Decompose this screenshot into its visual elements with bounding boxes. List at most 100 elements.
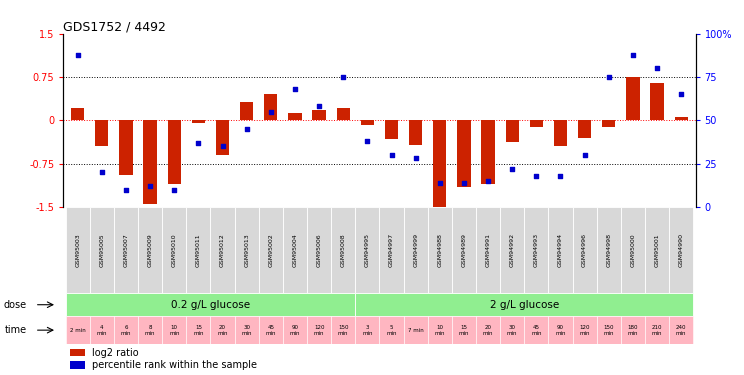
Bar — [289, 113, 301, 120]
Point — [96, 169, 108, 175]
Text: 150
min: 150 min — [603, 325, 614, 336]
Bar — [162, 316, 186, 344]
Text: time: time — [4, 325, 27, 335]
Text: GSM95008: GSM95008 — [341, 233, 346, 267]
Text: 15
min: 15 min — [458, 325, 469, 336]
Bar — [548, 207, 573, 293]
Bar — [162, 207, 186, 293]
Bar — [331, 207, 356, 293]
Text: percentile rank within the sample: percentile rank within the sample — [92, 360, 257, 370]
Bar — [307, 316, 331, 344]
Bar — [259, 316, 283, 344]
Text: GSM94988: GSM94988 — [437, 233, 442, 267]
Bar — [433, 120, 446, 207]
Point — [434, 180, 446, 186]
Text: 3
min: 3 min — [362, 325, 373, 336]
Point — [362, 138, 373, 144]
Point — [289, 86, 301, 92]
Bar — [186, 207, 211, 293]
Bar — [90, 316, 114, 344]
Bar — [211, 207, 234, 293]
Text: GSM94997: GSM94997 — [389, 233, 394, 267]
Text: 5
min: 5 min — [386, 325, 397, 336]
Bar — [138, 207, 162, 293]
Bar — [403, 316, 428, 344]
Bar — [356, 207, 379, 293]
Bar — [65, 293, 356, 316]
Bar — [283, 316, 307, 344]
Text: GSM94992: GSM94992 — [510, 233, 515, 267]
Bar — [192, 120, 205, 123]
Bar — [70, 349, 86, 356]
Point — [530, 172, 542, 178]
Point — [603, 74, 615, 80]
Bar — [356, 316, 379, 344]
Text: 4
min: 4 min — [97, 325, 107, 336]
Text: 45
min: 45 min — [531, 325, 542, 336]
Bar — [597, 207, 620, 293]
Text: GSM94994: GSM94994 — [558, 233, 563, 267]
Bar — [530, 120, 543, 127]
Bar — [525, 207, 548, 293]
Text: GSM94991: GSM94991 — [486, 233, 490, 267]
Bar — [428, 207, 452, 293]
Text: GSM95004: GSM95004 — [292, 233, 298, 267]
Point — [337, 74, 349, 80]
Text: 6
min: 6 min — [121, 325, 131, 336]
Bar — [650, 83, 664, 120]
Bar — [379, 316, 403, 344]
Text: GSM95013: GSM95013 — [244, 233, 249, 267]
Bar — [186, 316, 211, 344]
Text: 150
min: 150 min — [338, 325, 348, 336]
Text: GSM94993: GSM94993 — [534, 233, 539, 267]
Bar — [645, 207, 669, 293]
Text: GSM95006: GSM95006 — [317, 233, 321, 267]
Bar — [65, 207, 90, 293]
Bar — [573, 316, 597, 344]
Point — [651, 65, 663, 71]
Bar — [312, 110, 326, 120]
Bar — [65, 316, 90, 344]
Point — [627, 51, 639, 57]
Bar — [525, 316, 548, 344]
Text: 90
min: 90 min — [289, 325, 301, 336]
Bar — [283, 207, 307, 293]
Point — [313, 104, 325, 110]
Bar — [70, 361, 86, 369]
Text: GSM94995: GSM94995 — [365, 233, 370, 267]
Point — [676, 92, 687, 98]
Text: 240
min: 240 min — [676, 325, 687, 336]
Text: 30
min: 30 min — [242, 325, 252, 336]
Bar — [95, 120, 109, 146]
Text: GSM95001: GSM95001 — [655, 233, 659, 267]
Bar — [234, 316, 259, 344]
Bar — [307, 207, 331, 293]
Text: 7 min: 7 min — [408, 328, 423, 333]
Point — [506, 166, 518, 172]
Bar — [336, 108, 350, 120]
Bar — [71, 108, 84, 120]
Bar — [476, 207, 500, 293]
Bar — [669, 316, 693, 344]
Point — [385, 152, 397, 158]
Text: GSM94999: GSM94999 — [413, 233, 418, 267]
Bar — [506, 120, 519, 142]
Text: 20
min: 20 min — [217, 325, 228, 336]
Text: 10
min: 10 min — [169, 325, 179, 336]
Bar — [578, 120, 591, 138]
Bar — [620, 316, 645, 344]
Text: GSM95007: GSM95007 — [124, 233, 129, 267]
Text: GSM94996: GSM94996 — [582, 233, 587, 267]
Bar — [481, 120, 495, 184]
Point — [482, 178, 494, 184]
Bar — [138, 316, 162, 344]
Text: GSM95005: GSM95005 — [100, 233, 104, 267]
Point — [217, 143, 228, 149]
Point — [120, 186, 132, 192]
Bar — [675, 117, 687, 120]
Bar — [597, 316, 620, 344]
Bar — [90, 207, 114, 293]
Text: 45
min: 45 min — [266, 325, 276, 336]
Text: 2 g/L glucose: 2 g/L glucose — [490, 300, 559, 310]
Bar — [379, 207, 403, 293]
